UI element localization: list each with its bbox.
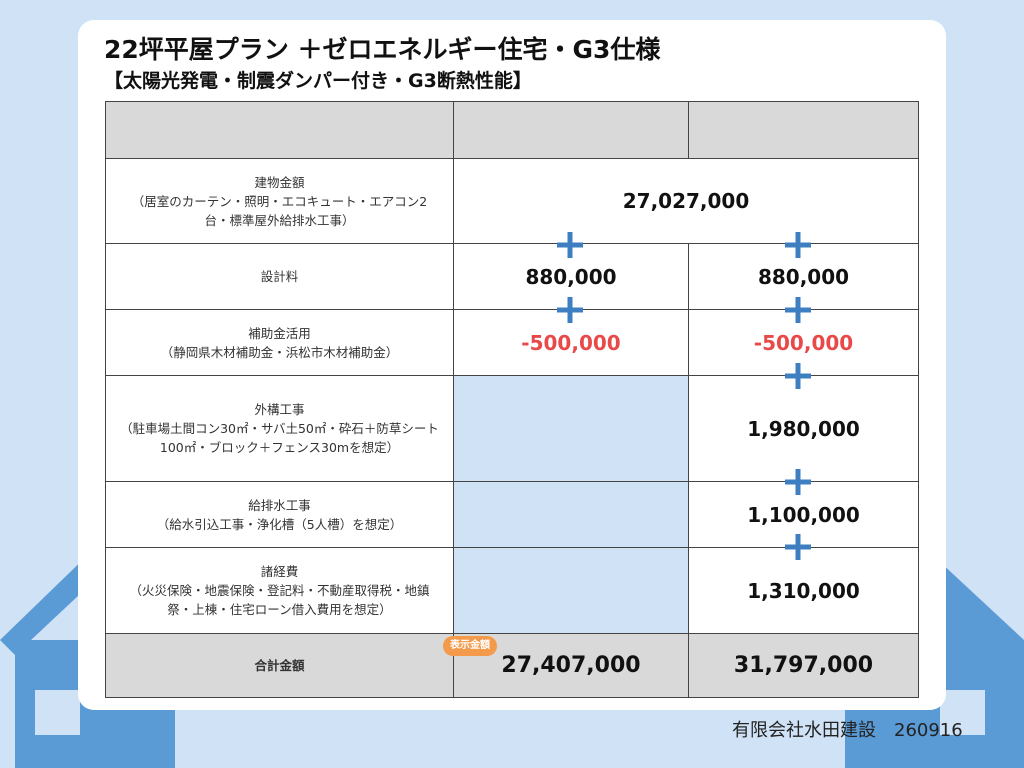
total-amount: 31,797,000 — [688, 633, 919, 698]
row-label: 外構工事 （駐車場土間コン30㎡・サバ土50㎡・砕石＋防草シート100㎡・ブロック… — [105, 375, 454, 482]
row-label: 建物金額 （居室のカーテン・照明・エコキュート・エアコン2台・標準屋外給排水工事） — [105, 158, 454, 244]
amount: 880,000 — [688, 243, 919, 310]
label-title: 外構工事 — [254, 402, 305, 417]
label-note: （火災保険・地震保険・登記料・不動産取得税・地鎮祭・上棟・住宅ローン借入費用を想… — [129, 583, 430, 617]
header-cell — [453, 101, 689, 159]
footer: 有限会社水田建設 260916 — [732, 720, 963, 741]
header-cell — [105, 101, 454, 159]
amount: 1,100,000 — [688, 481, 919, 548]
total-label: 合計金額 — [105, 633, 454, 698]
subtitle: 【太陽光発電・制震ダンパー付き・G3断熱性能】 — [104, 70, 532, 92]
badge: 表示金額 — [443, 636, 497, 656]
row-label: 補助金活用 （静岡県木材補助金・浜松市木材補助金） — [105, 309, 454, 376]
label-title: 設計料 — [260, 269, 299, 284]
title: 22坪平屋プラン ＋ゼロエネルギー住宅・G3仕様 — [104, 35, 661, 64]
label-note: （給水引込工事・浄化槽（5人槽）を想定） — [156, 516, 403, 532]
amount: -500,000 — [453, 309, 689, 376]
label-note: （居室のカーテン・照明・エコキュート・エアコン2台・標準屋外給排水工事） — [131, 193, 428, 228]
row-label: 設計料 — [105, 243, 454, 310]
amount: 1,310,000 — [688, 547, 919, 634]
label-title: 建物金額 — [254, 174, 305, 190]
empty-cell — [453, 375, 689, 482]
label-title: 諸経費 — [260, 564, 299, 579]
label-note: （駐車場土間コン30㎡・サバ土50㎡・砕石＋防草シート100㎡・ブロック＋フェン… — [120, 421, 439, 455]
amount: -500,000 — [688, 309, 919, 376]
amount: 1,980,000 — [688, 375, 919, 482]
label-note: （静岡県木材補助金・浜松市木材補助金） — [160, 344, 399, 360]
amount: 880,000 — [453, 243, 689, 310]
header-cell — [688, 101, 919, 159]
empty-cell — [453, 547, 689, 634]
label-title: 給排水工事 — [248, 497, 311, 513]
row-label: 給排水工事 （給水引込工事・浄化槽（5人槽）を想定） — [105, 481, 454, 548]
label-title: 補助金活用 — [248, 325, 311, 341]
empty-cell — [453, 481, 689, 548]
amount: 27,027,000 — [453, 158, 919, 244]
row-label: 諸経費 （火災保険・地震保険・登記料・不動産取得税・地鎮祭・上棟・住宅ローン借入費… — [105, 547, 454, 634]
